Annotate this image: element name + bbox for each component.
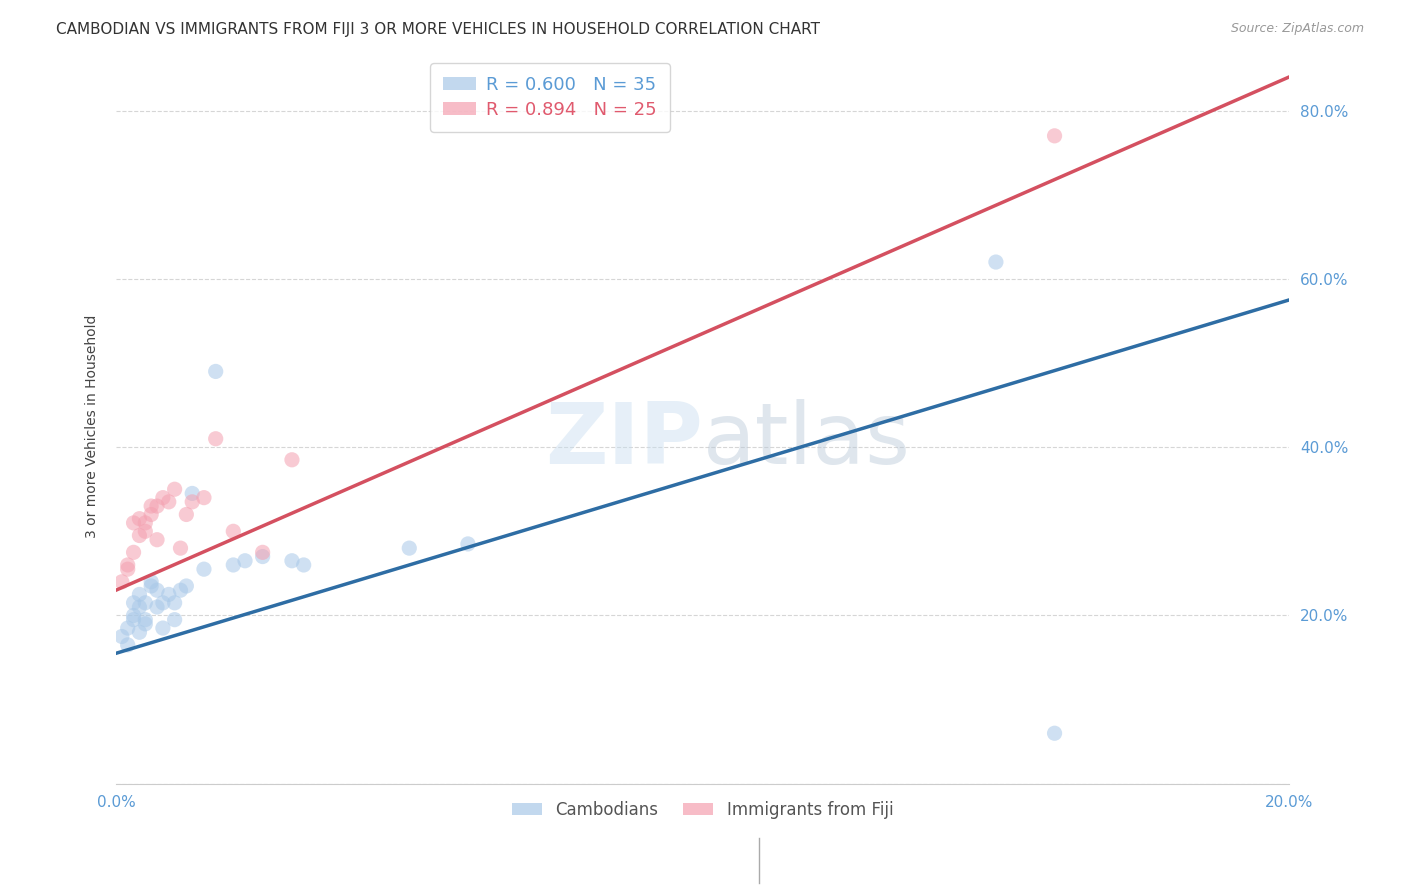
Point <box>163 596 186 610</box>
Point <box>398 541 420 556</box>
Point <box>152 491 174 505</box>
Point <box>193 562 215 576</box>
Point <box>128 587 150 601</box>
Point <box>152 621 174 635</box>
Point <box>222 558 245 572</box>
Point <box>252 549 274 564</box>
Point <box>134 616 156 631</box>
Point <box>122 545 145 559</box>
Point <box>122 516 145 530</box>
Point <box>128 511 150 525</box>
Point <box>146 533 169 547</box>
Point <box>128 625 150 640</box>
Point <box>292 558 315 572</box>
Point <box>128 600 150 615</box>
Point <box>457 537 479 551</box>
Point <box>222 524 245 539</box>
Point <box>169 583 191 598</box>
Point <box>146 499 169 513</box>
Point <box>1043 726 1066 740</box>
Point <box>176 508 198 522</box>
Point <box>141 579 163 593</box>
Point <box>233 554 256 568</box>
Point <box>1043 128 1066 143</box>
Point <box>111 630 134 644</box>
Point <box>157 495 180 509</box>
Point <box>122 596 145 610</box>
Legend: Cambodians, Immigrants from Fiji: Cambodians, Immigrants from Fiji <box>505 794 900 825</box>
Point <box>181 486 204 500</box>
Point <box>117 558 139 572</box>
Point <box>134 596 156 610</box>
Point <box>141 574 163 589</box>
Point <box>122 613 145 627</box>
Y-axis label: 3 or more Vehicles in Household: 3 or more Vehicles in Household <box>86 315 100 538</box>
Point <box>128 528 150 542</box>
Point <box>146 600 169 615</box>
Point <box>181 495 204 509</box>
Text: atlas: atlas <box>703 399 911 482</box>
Point <box>281 452 304 467</box>
Point <box>152 596 174 610</box>
Point <box>163 613 186 627</box>
Point <box>134 516 156 530</box>
Point <box>163 482 186 496</box>
Point <box>141 499 163 513</box>
Point <box>117 638 139 652</box>
Point <box>141 508 163 522</box>
Point <box>252 545 274 559</box>
Point <box>146 583 169 598</box>
Point <box>204 432 226 446</box>
Point <box>134 524 156 539</box>
Text: Source: ZipAtlas.com: Source: ZipAtlas.com <box>1230 22 1364 36</box>
Point <box>157 587 180 601</box>
Point <box>111 574 134 589</box>
Point <box>117 562 139 576</box>
Point <box>204 364 226 378</box>
Text: ZIP: ZIP <box>546 399 703 482</box>
Text: CAMBODIAN VS IMMIGRANTS FROM FIJI 3 OR MORE VEHICLES IN HOUSEHOLD CORRELATION CH: CAMBODIAN VS IMMIGRANTS FROM FIJI 3 OR M… <box>56 22 820 37</box>
Point <box>176 579 198 593</box>
Point <box>281 554 304 568</box>
Point <box>134 613 156 627</box>
Point <box>984 255 1007 269</box>
Point <box>193 491 215 505</box>
Point <box>117 621 139 635</box>
Point <box>169 541 191 556</box>
Point <box>122 608 145 623</box>
